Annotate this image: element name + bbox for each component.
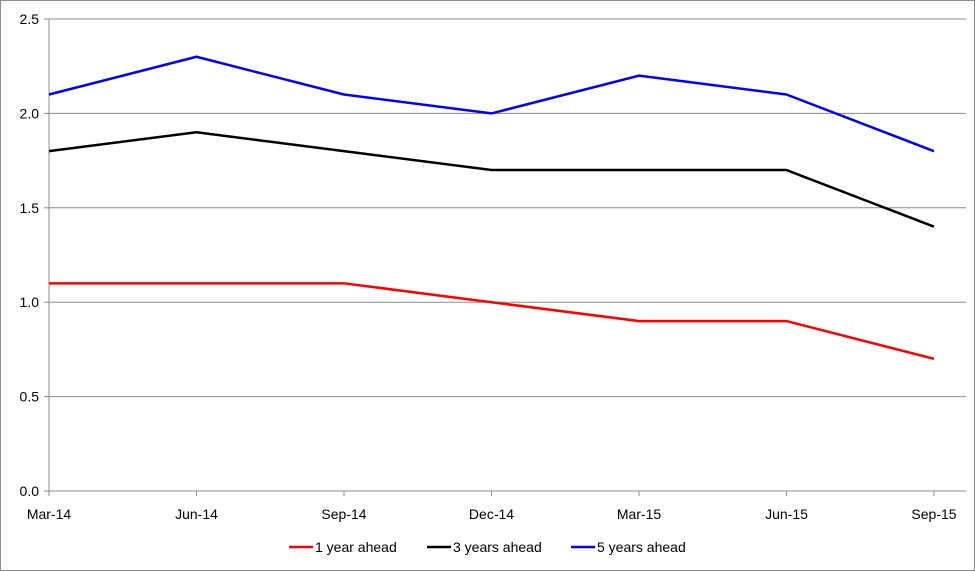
series-lines	[48, 55, 935, 361]
x-tick-label-2: Sep-14	[321, 506, 366, 522]
gridlines	[49, 18, 966, 398]
legend-label-0: 1 year ahead	[315, 539, 397, 555]
y-tick-label-2: 1.0	[20, 294, 40, 310]
series-line-2	[48, 55, 935, 153]
y-tick-label-4: 2.0	[20, 105, 40, 121]
x-tick-label-4: Mar-15	[617, 506, 662, 522]
x-tick-label-5: Jun-15	[765, 506, 808, 522]
y-tick-label-1: 0.5	[20, 389, 40, 405]
x-tick-label-0: Mar-14	[27, 506, 72, 522]
series-line-0	[49, 282, 935, 361]
x-tick-label-3: Dec-14	[469, 506, 514, 522]
x-tick-label-6: Sep-15	[911, 506, 956, 522]
legend-label-2: 5 years ahead	[597, 539, 686, 555]
legend: 1 year ahead 3 years ahead 5 years ahead	[289, 539, 686, 555]
y-tick-label-0: 0.0	[20, 483, 40, 499]
series-line-1	[48, 131, 935, 228]
y-tick-label-3: 1.5	[20, 200, 40, 216]
legend-label-1: 3 years ahead	[453, 539, 542, 555]
y-tick-label-5: 2.5	[20, 11, 40, 27]
x-tick-label-1: Jun-14	[175, 506, 218, 522]
axes: 0.0 0.5 1.0 1.5 2.0 2.5 Mar-14 Jun-14 Sep-14 Dec-…	[20, 11, 966, 522]
